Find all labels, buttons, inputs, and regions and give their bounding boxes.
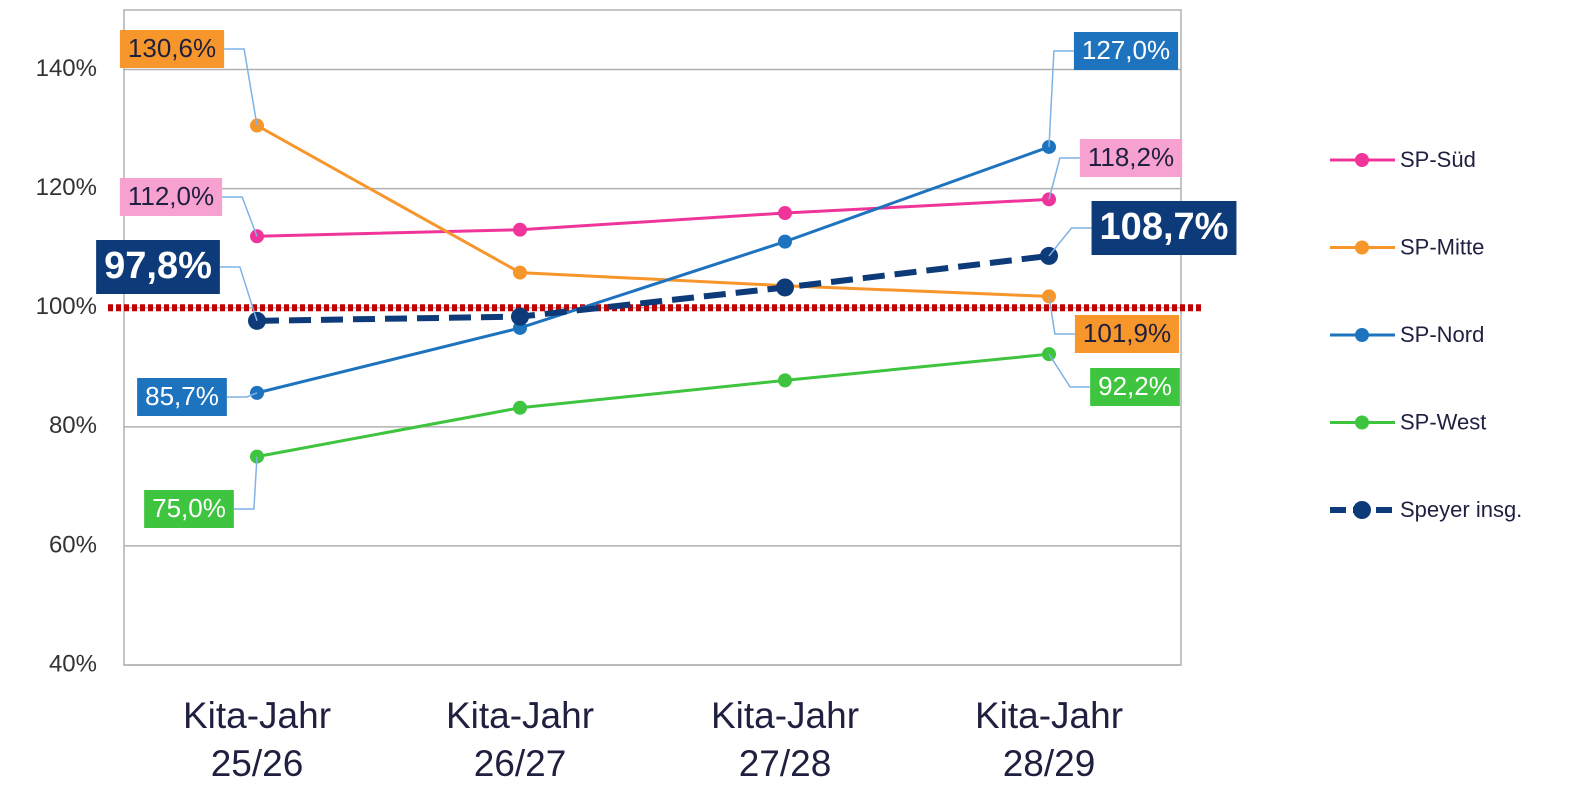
leader-line <box>219 266 258 322</box>
legend-label: SP-Nord <box>1400 322 1484 347</box>
y-tick-label: 140% <box>36 55 97 82</box>
legend-label: SP-Mitte <box>1400 234 1484 259</box>
series-line <box>256 197 1050 238</box>
leader-line <box>224 48 258 126</box>
legend-label: SP-Süd <box>1400 147 1476 172</box>
legend-marker <box>1355 415 1369 430</box>
leader-line <box>1048 296 1075 335</box>
x-tick-label: Kita-Jahr 26/27 <box>445 695 595 784</box>
legend-marker <box>1355 328 1369 342</box>
series-line <box>256 124 1050 298</box>
series-line <box>256 252 1050 324</box>
data-label-text: 118,2% <box>1088 142 1174 172</box>
point <box>776 278 794 297</box>
data-label: 112,0% <box>119 178 223 216</box>
point <box>513 265 527 280</box>
y-tick-label: 40% <box>49 650 97 677</box>
legend-label: Speyer insg. <box>1400 497 1522 522</box>
y-tick-label: 120% <box>36 174 97 201</box>
series-line <box>256 145 1050 395</box>
y-tick-label: 60% <box>49 531 97 558</box>
data-label-text: 92,2% <box>1098 371 1172 401</box>
label-box <box>1091 201 1237 255</box>
data-label-text: 97,8% <box>104 245 212 287</box>
data-label: 108,7% <box>1091 201 1237 255</box>
data-label-text: 127,0% <box>1082 35 1170 65</box>
series-line <box>256 352 1050 459</box>
leader-line <box>226 392 258 398</box>
legend-label: SP-West <box>1400 409 1486 434</box>
lines <box>248 118 1058 464</box>
data-labels: 112,0% 118,2% 130,6% 101,9% 85,7% 127,0% 75,0%… <box>96 30 1237 528</box>
leader-line <box>1048 353 1091 388</box>
label-box <box>1073 32 1179 70</box>
legend-marker <box>1355 240 1369 255</box>
plot-frame <box>123 9 1182 666</box>
data-label: 101,9% <box>1074 315 1180 353</box>
point <box>511 307 529 326</box>
label-box <box>1074 315 1180 353</box>
x-tick-label: Kita-Jahr 28/29 <box>974 695 1124 784</box>
point <box>250 118 264 133</box>
label-box <box>144 490 234 528</box>
data-label: 85,7% <box>137 378 227 416</box>
leader-line <box>233 456 258 510</box>
data-label-text: 85,7% <box>145 381 219 411</box>
label-box <box>96 240 220 294</box>
label-box <box>119 178 223 216</box>
point <box>513 222 527 237</box>
data-label: 118,2% <box>1079 139 1183 177</box>
point <box>513 400 527 415</box>
data-label: 75,0% <box>144 490 234 528</box>
data-label-text: 108,7% <box>1100 206 1229 248</box>
label-box <box>1079 139 1183 177</box>
data-label: 130,6% <box>119 30 225 68</box>
point <box>778 234 792 249</box>
y-tick-label: 80% <box>49 412 97 439</box>
legend-marker <box>1355 153 1369 167</box>
data-label-text: 130,6% <box>128 33 216 63</box>
data-label: 92,2% <box>1090 368 1180 406</box>
data-label: 127,0% <box>1073 32 1179 70</box>
point <box>778 373 792 388</box>
data-label-text: 112,0% <box>128 181 214 211</box>
leader-line <box>1048 157 1080 200</box>
leader-line <box>222 196 258 237</box>
label-box <box>119 30 225 68</box>
data-label-text: 75,0% <box>152 493 226 523</box>
x-tick-label: Kita-Jahr 27/28 <box>710 695 860 784</box>
point <box>778 206 792 221</box>
leader-line <box>1048 227 1092 257</box>
legend-marker <box>1353 501 1371 519</box>
data-label: 97,8% <box>96 240 220 294</box>
leader-line <box>1048 50 1074 147</box>
x-tick-label: Kita-Jahr 25/26 <box>182 695 332 784</box>
y-tick-label: 100% <box>36 293 97 320</box>
label-box <box>1090 368 1180 406</box>
label-box <box>137 378 227 416</box>
data-label-text: 101,9% <box>1083 318 1171 348</box>
